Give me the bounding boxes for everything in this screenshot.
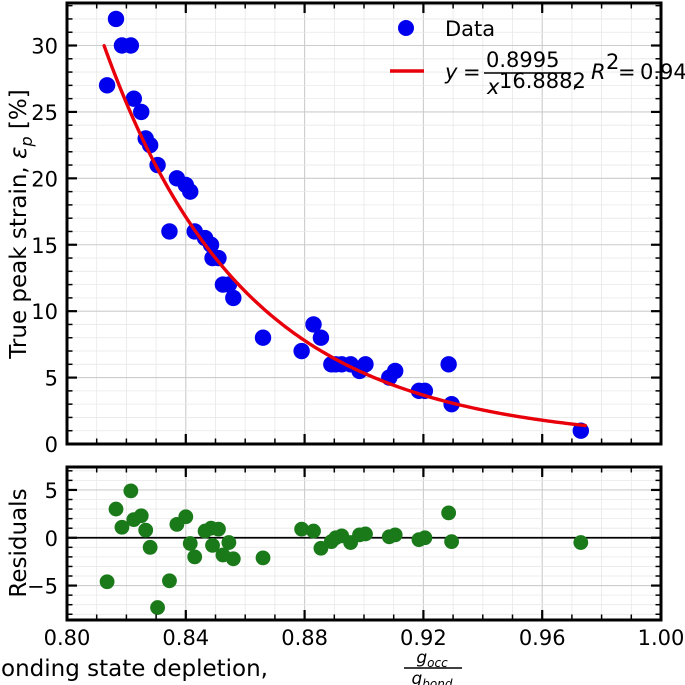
y-tick-label: 25	[31, 101, 58, 125]
data-point	[98, 77, 116, 94]
y-label-subscript: p	[17, 136, 36, 147]
residual-point	[441, 505, 457, 521]
legend: Data y = 0.8995 x 16.8882 , R 2 = 0.94	[390, 17, 685, 99]
y-tick-label: −5	[27, 575, 58, 599]
equation-equals: =	[463, 60, 481, 84]
residual-point	[150, 600, 165, 615]
data-point	[133, 103, 150, 121]
residual-point	[255, 550, 271, 566]
y-tick-label: 10	[31, 300, 58, 324]
equation-numerator: 0.8995	[486, 48, 559, 72]
residual-tick-marks	[65, 467, 663, 620]
equation-r-value: 0.94	[640, 60, 685, 84]
y-label-units: [%]	[6, 89, 32, 129]
x-tick-label: 0.80	[44, 626, 91, 650]
data-point	[440, 356, 457, 373]
y-tick-label: 5	[45, 479, 58, 503]
residual-point	[162, 573, 177, 589]
residual-point	[178, 509, 194, 525]
data-point	[122, 37, 140, 54]
main-y-tick-labels: 0 5 10 15 20 25 30	[31, 35, 58, 457]
residual-point	[387, 527, 403, 543]
data-point	[182, 183, 199, 200]
residual-point	[225, 551, 241, 567]
data-point	[225, 289, 242, 307]
x-axis-label: Bonding state depletion, gocc gbond	[0, 648, 462, 685]
y-tick-label: 30	[31, 35, 58, 59]
y-tick-label: 15	[31, 234, 58, 258]
residual-point	[138, 522, 154, 538]
y-label-text: True peak strain,	[6, 166, 32, 359]
svg-text:True peak strain, εp [%]: True peak strain, εp [%]	[6, 89, 36, 360]
residual-point	[114, 519, 130, 535]
equation-comma: ,	[572, 68, 579, 92]
equation-denominator-exponent: 16.8882	[499, 69, 586, 93]
data-point	[293, 342, 310, 360]
fit-curve-line	[102, 43, 587, 428]
legend-data-label: Data	[445, 17, 495, 41]
residual-point	[182, 536, 198, 551]
residual-point	[444, 534, 460, 549]
x-tick-label: 0.88	[281, 626, 328, 650]
data-point	[107, 10, 125, 28]
residual-point	[306, 523, 321, 539]
residual-point	[123, 483, 139, 499]
residual-point	[573, 535, 589, 550]
data-point	[357, 356, 374, 373]
x-tick-label: 1.00	[638, 626, 685, 650]
data-point	[161, 223, 178, 240]
main-panel: 0 5 10 15 20 25 30	[31, 1, 663, 457]
data-point	[125, 90, 143, 107]
residual-point	[99, 574, 115, 590]
residual-point	[294, 521, 310, 537]
residual-point	[142, 539, 158, 555]
x-label-frac-denominator: gbond	[412, 669, 453, 685]
main-y-axis-label: True peak strain, εp [%]	[6, 89, 36, 360]
x-tick-labels: 0.80 0.84 0.88 0.92 0.96 1.00	[44, 626, 685, 650]
y-label-epsilon: ε	[6, 147, 32, 159]
x-label-frac-numerator: gocc	[416, 648, 448, 670]
equation-r-equals: =	[618, 60, 636, 84]
equation-y-symbol: y	[444, 60, 458, 84]
residual-point	[133, 508, 149, 524]
x-label-text: Bonding state depletion,	[0, 656, 268, 682]
y-tick-label: 0	[45, 527, 58, 551]
data-point	[254, 329, 272, 346]
data-point	[305, 316, 322, 333]
residual-y-axis-label: Residuals	[6, 488, 32, 597]
residual-point	[211, 521, 226, 537]
data-point	[312, 329, 330, 346]
x-tick-label: 0.92	[400, 626, 447, 650]
data-point	[210, 249, 227, 267]
y-tick-label: 0	[45, 433, 58, 457]
legend-equation: y = 0.8995 x 16.8882 , R 2 = 0.94	[444, 48, 685, 99]
main-gridlines	[66, 3, 662, 445]
residual-point	[221, 535, 237, 550]
equation-denominator-base: x	[486, 75, 500, 99]
residual-point-group	[99, 483, 589, 615]
residual-panel: −5 0 5 0.80 0.84 0.88 0.92 0.96 1.00	[27, 465, 685, 650]
legend-data-marker-icon	[398, 20, 414, 36]
main-tick-marks	[65, 3, 663, 446]
x-tick-label: 0.96	[519, 626, 566, 650]
equation-r-exponent: 2	[606, 50, 619, 74]
residual-y-tick-labels: −5 0 5	[27, 479, 58, 599]
data-point	[386, 362, 404, 380]
residual-point	[358, 526, 373, 542]
residual-point	[205, 538, 220, 553]
residual-point	[187, 549, 203, 565]
residual-point	[417, 530, 433, 546]
y-tick-label: 5	[45, 367, 58, 391]
x-tick-label: 0.84	[162, 626, 209, 650]
y-tick-label: 20	[31, 167, 58, 191]
residual-point	[108, 501, 124, 517]
equation-r-symbol: R	[591, 60, 606, 84]
